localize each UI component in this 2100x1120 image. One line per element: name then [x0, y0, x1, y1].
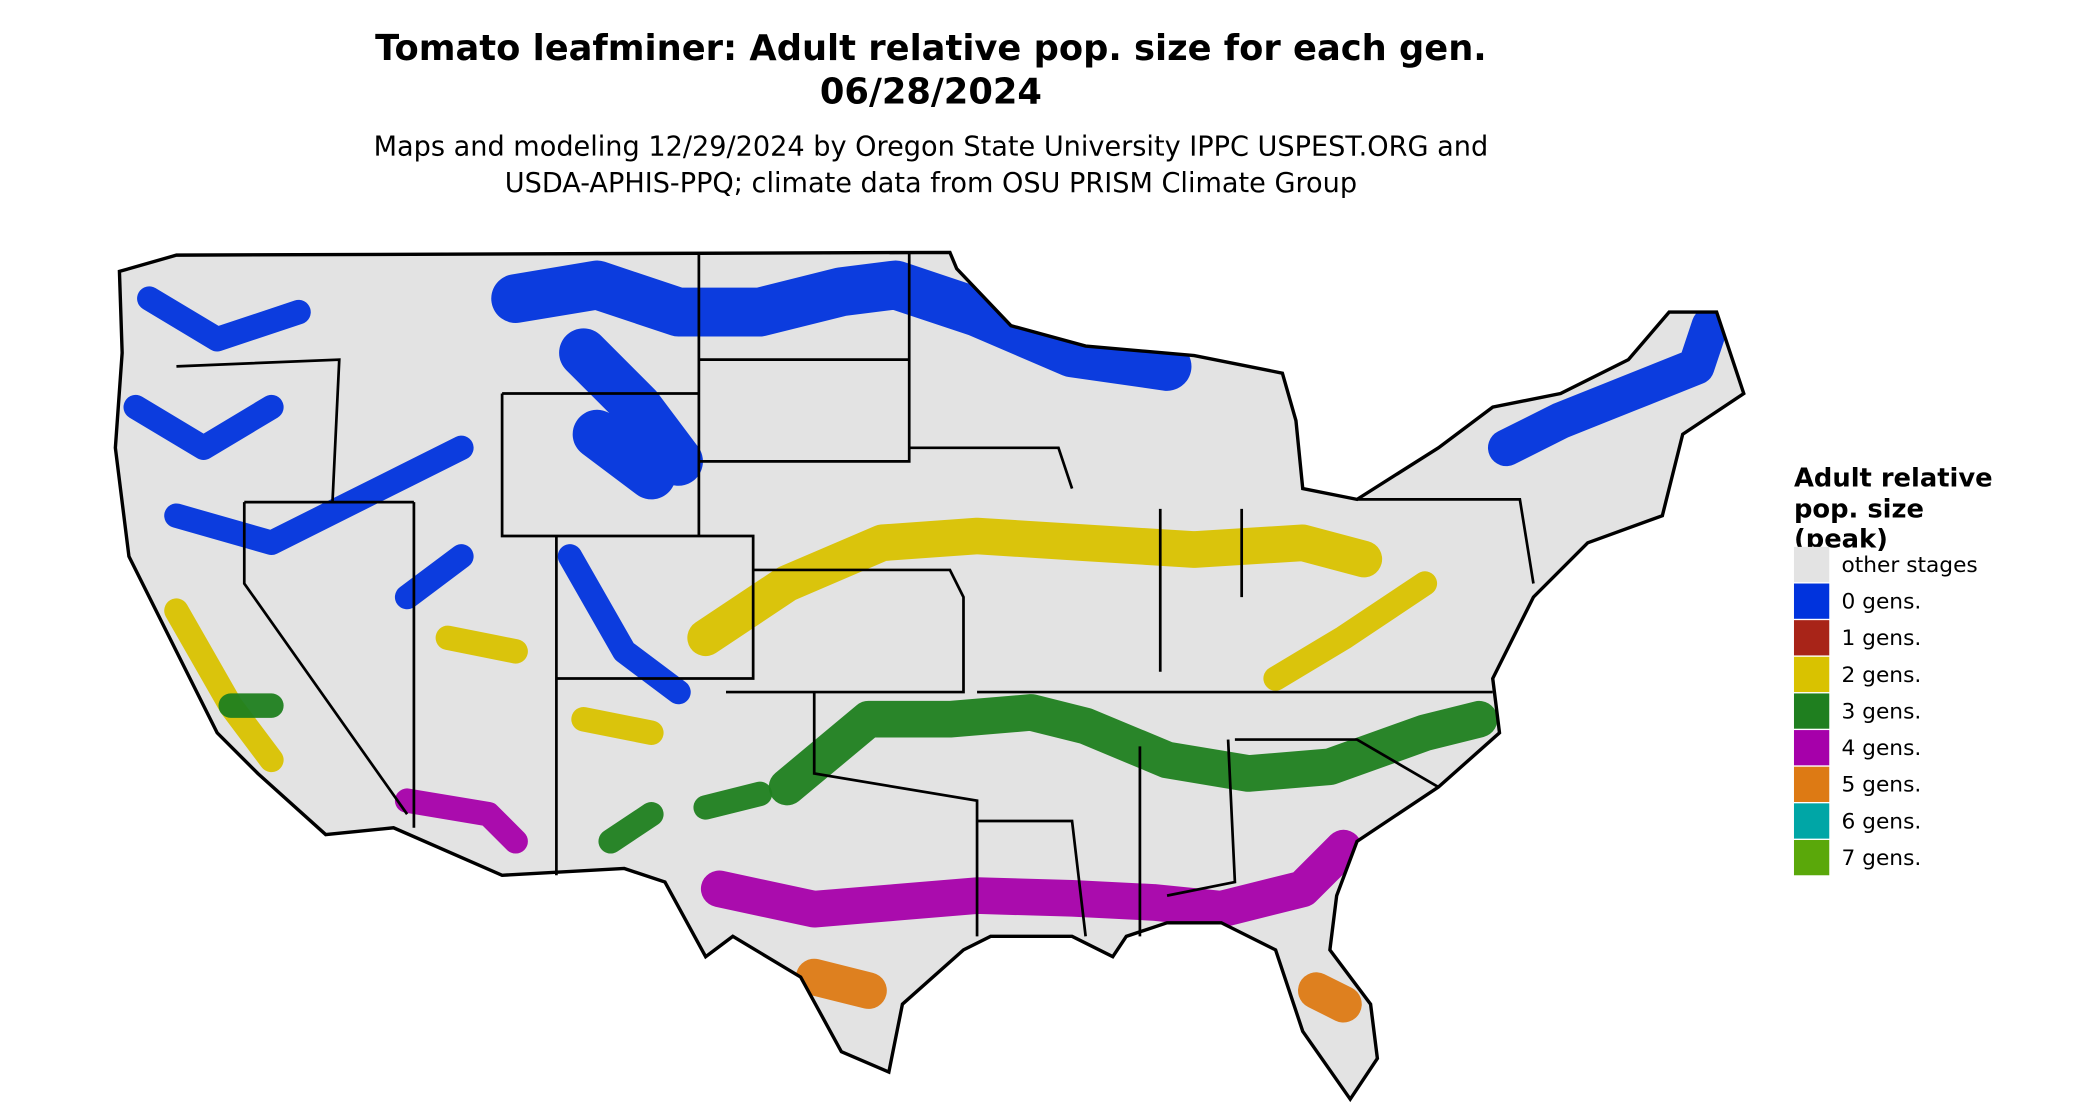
- legend-swatch: [1793, 656, 1830, 693]
- generation-areas: [123, 260, 1729, 1023]
- legend-swatch: [1793, 583, 1830, 619]
- generation-band: [687, 517, 1383, 657]
- legend-swatch: [1793, 839, 1830, 876]
- generation-band: [795, 958, 1362, 1023]
- legend-swatch: [1793, 803, 1830, 839]
- generation-band: [1487, 307, 1729, 467]
- title: Tomato leafminer: Adult relative pop. si…: [375, 28, 1487, 69]
- legend-swatch: [1793, 766, 1830, 802]
- generation-band: [559, 328, 703, 500]
- generation-band: [394, 788, 528, 854]
- legend-swatch: [1793, 620, 1830, 656]
- generation-band: [768, 694, 1498, 806]
- legend-swatch: [1793, 730, 1830, 766]
- legend-label: 4 gens.: [1841, 736, 1921, 761]
- legend-swatch: [1793, 546, 1830, 583]
- subtitle: Maps and modeling 12/29/2024 by Oregon S…: [374, 131, 1489, 162]
- legend-label: other stages: [1841, 553, 1977, 578]
- legend-label: 6 gens.: [1841, 809, 1921, 834]
- legend-label: 1 gens.: [1841, 626, 1921, 651]
- subtitle: USDA-APHIS-PPQ; climate data from OSU PR…: [505, 168, 1357, 199]
- legend-swatch: [1793, 693, 1830, 729]
- generation-band: [491, 260, 1192, 391]
- land: [115, 252, 1744, 1100]
- generation-band: [218, 693, 773, 854]
- legend-title: pop. size: [1794, 495, 1924, 525]
- generation-band: [700, 829, 1362, 928]
- state-borders: [176, 251, 1535, 937]
- legend-label: 0 gens.: [1841, 590, 1921, 615]
- legend-label: 5 gens.: [1841, 773, 1921, 798]
- legend-label: 3 gens.: [1841, 699, 1921, 724]
- legend-label: 7 gens.: [1841, 846, 1921, 871]
- title-date: 06/28/2024: [820, 72, 1042, 113]
- legend-label: 2 gens.: [1841, 663, 1921, 688]
- legend: Adult relative pop. size (peak) other st…: [1793, 464, 1993, 876]
- legend-title: Adult relative: [1794, 464, 1993, 494]
